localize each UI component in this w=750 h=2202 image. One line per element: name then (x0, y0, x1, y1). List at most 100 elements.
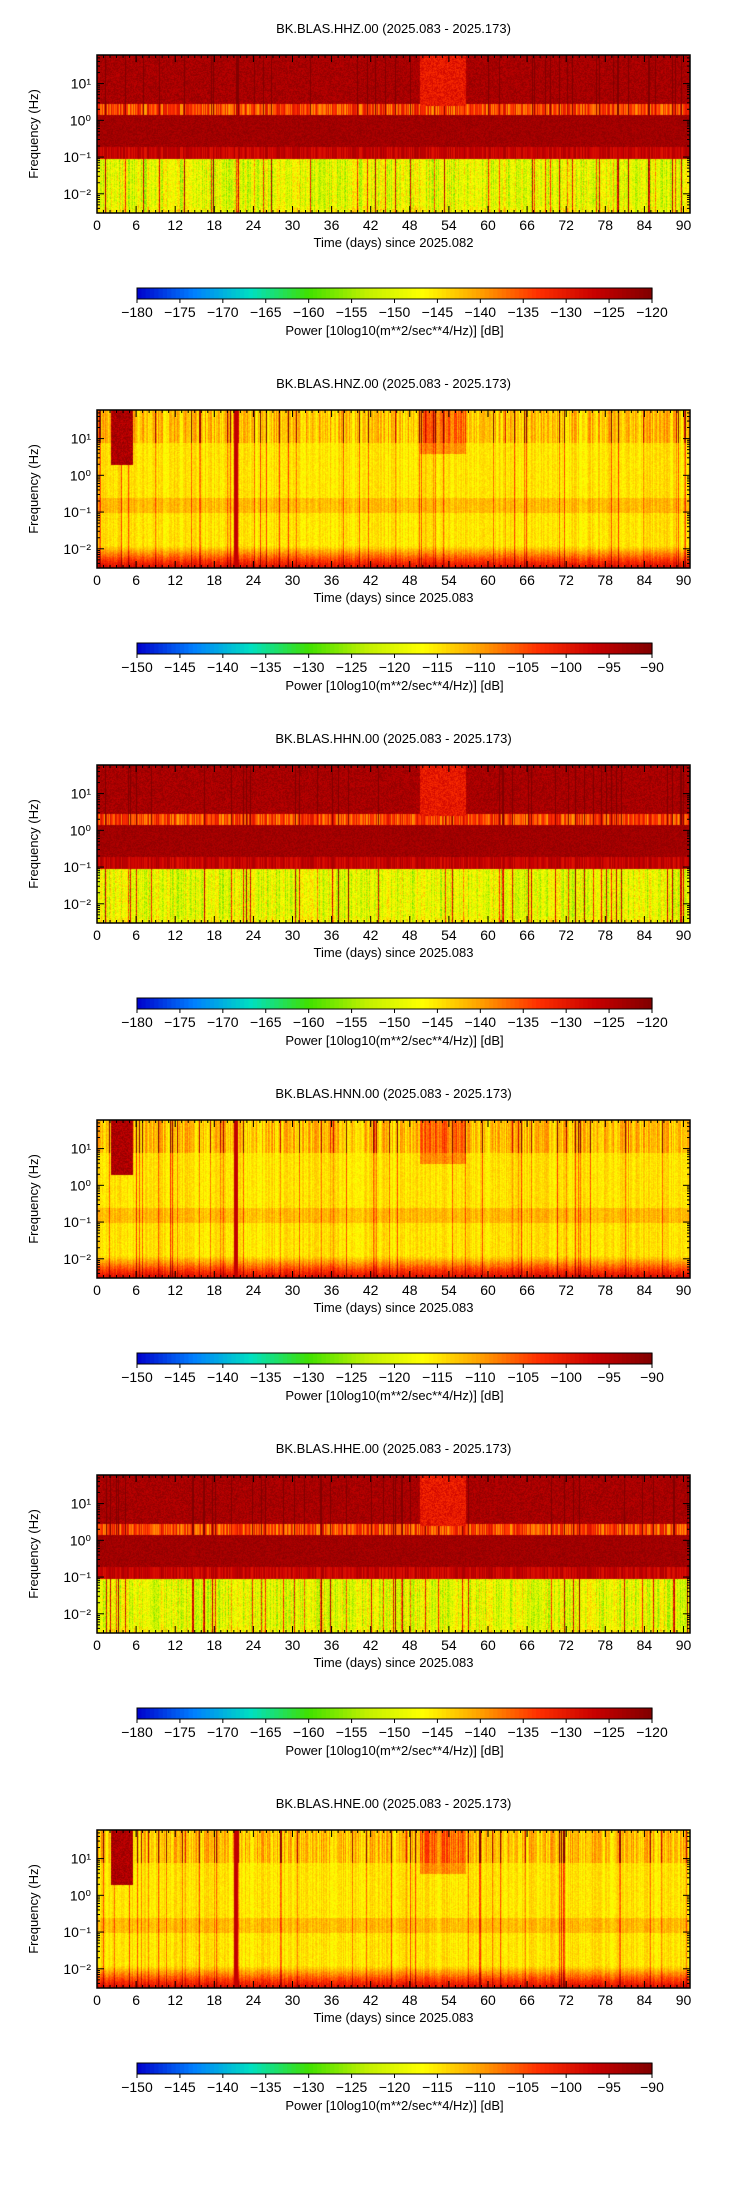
colorbar-tick-label: −125 (336, 2079, 368, 2095)
colorbar-tick-label: −145 (422, 304, 454, 320)
x-tick-label: 90 (676, 1992, 692, 2008)
x-tick-label: 84 (637, 927, 653, 943)
x-tick-label: 54 (441, 217, 457, 233)
x-tick-label: 12 (167, 572, 183, 588)
colorbar-tick-label: −110 (465, 659, 496, 675)
x-tick-label: 66 (519, 1637, 535, 1653)
x-tick-label: 42 (363, 217, 379, 233)
x-tick-label: 48 (402, 217, 418, 233)
x-tick-label: 30 (285, 217, 301, 233)
x-tick-label: 54 (441, 1637, 457, 1653)
colorbar-tick-label: −100 (550, 1369, 582, 1385)
colorbar-tick-label: −100 (550, 2079, 582, 2095)
y-tick-label: 10⁻¹ (63, 149, 91, 165)
colorbar-tick-label: −160 (293, 1724, 325, 1740)
colorbar-tick-label: −140 (465, 304, 497, 320)
colorbar-tick-label: −165 (250, 1724, 282, 1740)
panel-title: BK.BLAS.HHZ.00 (2025.083 - 2025.173) (276, 21, 511, 36)
x-tick-label: 30 (285, 1992, 301, 2008)
y-tick-label: 10⁻¹ (63, 1569, 91, 1585)
colorbar-tick-label: −145 (164, 659, 196, 675)
x-tick-label: 24 (246, 572, 262, 588)
spectrogram-panel: BK.BLAS.HHN.00 (2025.083 - 2025.173) 0 6 12… (26, 731, 691, 1048)
colorbar-tick-label: −150 (379, 304, 411, 320)
x-tick-label: 84 (637, 572, 653, 588)
y-tick-label: 10⁻² (63, 1961, 91, 1977)
y-tick-label: 10⁻¹ (63, 1214, 91, 1230)
plot-frame (96, 764, 691, 924)
panel-title: BK.BLAS.HNE.00 (2025.083 - 2025.173) (276, 1796, 512, 1811)
colorbar-tick-label: −165 (250, 1014, 282, 1030)
x-tick-label: 66 (519, 572, 535, 588)
x-tick-label: 36 (324, 1992, 340, 2008)
colorbar-tick-label: −135 (250, 1369, 282, 1385)
y-axis-label: Frequency (Hz) (26, 1509, 41, 1599)
x-tick-label: 24 (246, 1637, 262, 1653)
x-tick-label: 18 (207, 1282, 223, 1298)
x-tick-label: 30 (285, 927, 301, 943)
colorbar-tick-label: −180 (121, 1724, 153, 1740)
x-tick-label: 6 (132, 927, 140, 943)
x-tick-label: 72 (558, 927, 574, 943)
colorbar-tick-label: −175 (164, 1014, 196, 1030)
colorbar-label: Power [10log10(m**2/sec**4/Hz)] [dB] (285, 1033, 503, 1048)
y-axis-label: Frequency (Hz) (26, 1864, 41, 1954)
x-tick-label: 48 (402, 572, 418, 588)
x-tick-label: 84 (637, 217, 653, 233)
colorbar-label: Power [10log10(m**2/sec**4/Hz)] [dB] (285, 678, 503, 693)
colorbar-tick-label: −120 (379, 659, 411, 675)
x-tick-label: 84 (637, 1992, 653, 2008)
colorbar-tick-label: −135 (250, 2079, 282, 2095)
colorbar-tick-label: −110 (465, 2079, 496, 2095)
y-tick-label: 10⁰ (70, 467, 92, 483)
colorbar-tick-label: −130 (293, 1369, 325, 1385)
spectrogram-panel: BK.BLAS.HNN.00 (2025.083 - 2025.173) 0 6 12… (26, 1086, 691, 1403)
y-tick-label: 10¹ (71, 786, 92, 802)
x-tick-label: 66 (519, 927, 535, 943)
colorbar-label: Power [10log10(m**2/sec**4/Hz)] [dB] (285, 1743, 503, 1758)
spectrogram-image (97, 1830, 690, 1988)
colorbar-tick-label: −135 (507, 1014, 539, 1030)
x-tick-label: 6 (132, 572, 140, 588)
x-tick-label: 48 (402, 1992, 418, 2008)
x-tick-label: 6 (132, 1637, 140, 1653)
x-tick-label: 72 (558, 1992, 574, 2008)
x-tick-label: 0 (93, 1282, 101, 1298)
x-tick-label: 36 (324, 572, 340, 588)
y-axis-label: Frequency (Hz) (26, 799, 41, 889)
colorbar-tick-label: −150 (121, 2079, 153, 2095)
x-axis-label: Time (days) since 2025.082 (314, 235, 474, 250)
colorbar-tick-label: −140 (207, 2079, 239, 2095)
x-tick-label: 48 (402, 1637, 418, 1653)
x-tick-label: 30 (285, 1637, 301, 1653)
colorbar: −180 −175 −170 −165 −160 −155 −150 −145 −140 −135… (121, 287, 668, 338)
x-tick-label: 54 (441, 572, 457, 588)
colorbar-tick-label: −170 (207, 1724, 239, 1740)
colorbar-tick-label: −105 (507, 1369, 539, 1385)
spectrogram-panel: BK.BLAS.HNE.00 (2025.083 - 2025.173) 0 6 12… (26, 1796, 691, 2113)
plot-frame (96, 54, 691, 214)
colorbar-tick-label: −115 (422, 1369, 453, 1385)
colorbar-tick-label: −110 (465, 1369, 496, 1385)
y-tick-label: 10⁻² (63, 1606, 91, 1622)
x-tick-label: 72 (558, 1637, 574, 1653)
y-tick-label: 10⁰ (70, 1177, 92, 1193)
x-tick-label: 42 (363, 572, 379, 588)
y-tick-label: 10⁰ (70, 1532, 92, 1548)
colorbar-tick-label: −145 (422, 1724, 454, 1740)
x-tick-label: 24 (246, 1992, 262, 2008)
x-tick-label: 12 (167, 1282, 183, 1298)
colorbar-tick-label: −125 (593, 1724, 625, 1740)
spectrogram-panel: BK.BLAS.HHE.00 (2025.083 - 2025.173) 0 6 12… (26, 1441, 691, 1758)
y-tick-label: 10⁰ (70, 112, 92, 128)
x-tick-label: 42 (363, 1637, 379, 1653)
colorbar-tick-label: −95 (597, 1369, 621, 1385)
x-tick-label: 90 (676, 217, 692, 233)
y-axis-label: Frequency (Hz) (26, 89, 41, 179)
x-tick-label: 60 (480, 1992, 496, 2008)
colorbar-tick-label: −140 (207, 659, 239, 675)
colorbar-tick-label: −155 (336, 304, 368, 320)
colorbar-tick-label: −180 (121, 1014, 153, 1030)
x-axis-label: Time (days) since 2025.083 (314, 590, 474, 605)
x-tick-label: 48 (402, 927, 418, 943)
